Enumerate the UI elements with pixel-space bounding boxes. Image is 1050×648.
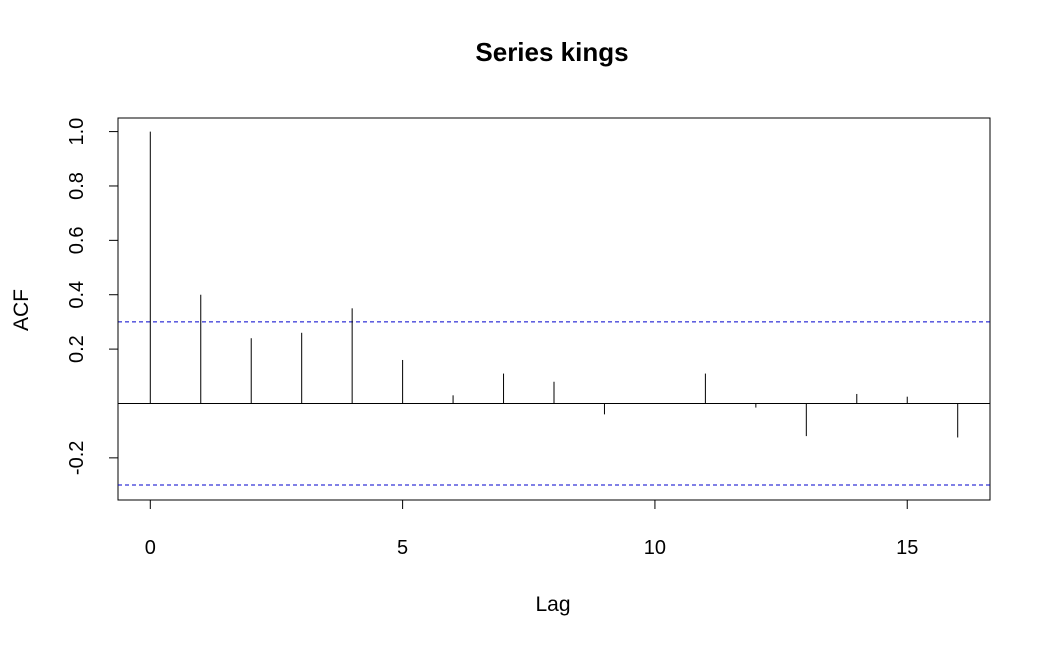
plot-area bbox=[117, 117, 991, 501]
plot-frame bbox=[117, 117, 991, 501]
x-tick-label: 10 bbox=[644, 537, 666, 559]
x-axis-title: Lag bbox=[535, 593, 570, 616]
y-tick-label: 1.0 bbox=[66, 118, 88, 146]
data-marks bbox=[118, 131, 990, 486]
y-axis-title: ACF bbox=[10, 289, 33, 331]
y-axis: -0.2 0.2 0.4 0.6 0.8 1.0 bbox=[66, 118, 119, 475]
x-tick-label: 15 bbox=[896, 537, 918, 559]
x-tick-label: 5 bbox=[397, 537, 408, 559]
chart-title: Series kings bbox=[475, 37, 628, 67]
x-axis: 0 5 10 15 bbox=[145, 499, 918, 559]
y-tick-label: 0.6 bbox=[66, 226, 88, 254]
y-tick-label: 0.2 bbox=[66, 335, 88, 363]
y-tick-label: -0.2 bbox=[66, 441, 88, 475]
y-tick-label: 0.8 bbox=[66, 172, 88, 200]
x-tick-label: 0 bbox=[145, 537, 156, 559]
y-tick-label: 0.4 bbox=[66, 281, 88, 309]
